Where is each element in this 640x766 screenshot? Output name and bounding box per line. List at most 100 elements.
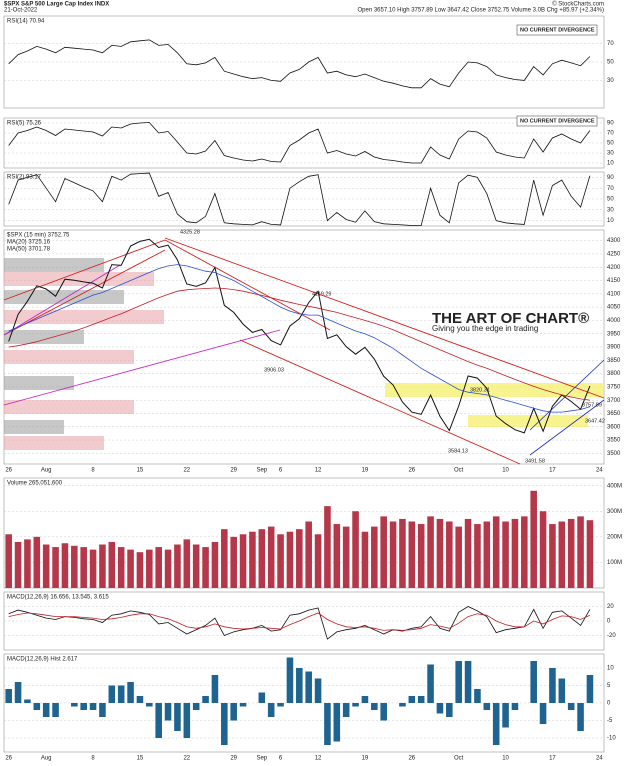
volume-profile-bar — [4, 272, 154, 286]
y-tick-label: 70 — [607, 131, 614, 137]
bar — [492, 703, 500, 745]
bar — [42, 703, 50, 717]
x-tick-label: 8 — [91, 468, 95, 474]
volume-profile-bar — [4, 350, 134, 364]
bar — [174, 703, 181, 731]
bar — [352, 703, 359, 707]
series-line — [8, 172, 591, 226]
bar — [296, 529, 303, 588]
series-line — [8, 39, 591, 89]
bar — [324, 506, 331, 588]
bar — [417, 696, 425, 703]
header-title: $SPX S&P 500 Large Cap Index INDX — [4, 2, 109, 8]
bar — [567, 518, 575, 588]
bar — [192, 544, 200, 588]
header-quote: Open 3657.10 High 3757.89 Low 3647.42 Cl… — [357, 8, 604, 14]
bar — [558, 678, 566, 703]
annotation: 3757.89 — [582, 402, 602, 408]
bar — [577, 703, 584, 731]
bar — [108, 685, 116, 703]
y-tick-label: 3650 — [607, 411, 621, 417]
bar — [71, 545, 78, 588]
bar — [5, 534, 12, 588]
volume-profile-bar — [4, 436, 104, 450]
y-tick-label: 3800 — [607, 371, 621, 377]
trend-line — [164, 239, 331, 331]
series-line — [8, 287, 590, 401]
volume-profile-bar — [4, 376, 74, 390]
x-tick-label: 22 — [183, 468, 190, 474]
bar — [305, 521, 312, 588]
annotation: 4119.29 — [312, 291, 331, 297]
annotation: 3584.13 — [448, 448, 468, 454]
y-tick-label: 30 — [607, 151, 614, 157]
series-line — [8, 612, 591, 631]
trend-line — [239, 339, 521, 465]
y-tick-label: 400M — [607, 483, 622, 489]
bar — [239, 534, 247, 588]
bar — [539, 703, 547, 724]
bar — [296, 668, 303, 703]
x-tick-label: Oct — [454, 756, 464, 762]
series-line — [8, 264, 591, 413]
bar — [333, 703, 341, 742]
volume-profile-bar — [4, 420, 64, 434]
annotation: NO CURRENT DIVERGENCE — [520, 118, 595, 124]
bar — [14, 541, 22, 588]
bar — [202, 696, 209, 703]
annotation: Giving you the edge in trading — [432, 324, 538, 333]
y-tick-label: 0 — [607, 619, 611, 625]
x-tick-label: 17 — [549, 468, 556, 474]
bar — [52, 703, 59, 717]
volume-profile-bar — [4, 330, 84, 344]
volume-profile-bar — [4, 400, 134, 414]
y-tick-label: 4100 — [607, 291, 621, 297]
y-tick-label: 50 — [607, 60, 614, 66]
bar — [483, 703, 491, 710]
bar — [427, 516, 434, 588]
panel-title: MACD(12,26,9) Hist 2.617 — [7, 657, 78, 663]
bar — [42, 544, 50, 588]
bar — [155, 547, 162, 588]
x-tick-label: 17 — [549, 756, 556, 762]
header-date: 21-Oct-2022 — [4, 8, 38, 14]
annotation-box — [516, 115, 598, 127]
y-tick-label: 5 — [607, 683, 611, 689]
bar — [436, 703, 444, 714]
bar — [258, 692, 266, 703]
legend-entry: MA(50) 3701.78 — [7, 247, 51, 253]
bar — [567, 703, 575, 710]
annotation-box — [516, 24, 598, 36]
y-tick-label: 50 — [607, 197, 614, 203]
x-tick-label: 15 — [137, 468, 144, 474]
bar — [314, 534, 322, 588]
bar — [33, 536, 41, 588]
y-tick-label: 70 — [607, 41, 614, 47]
bar — [183, 539, 191, 588]
bar — [221, 703, 228, 745]
y-tick-label: 3600 — [607, 424, 621, 430]
bar — [352, 511, 359, 588]
legend-entry: MA(20) 3725.16 — [7, 240, 51, 246]
bar — [117, 685, 125, 703]
y-tick-label: -5 — [607, 718, 613, 724]
bar — [436, 518, 444, 588]
panel-title: RSI(14) 70.94 — [7, 19, 45, 25]
bar — [361, 531, 369, 588]
bar — [89, 703, 97, 710]
bar — [136, 696, 144, 703]
x-tick-label: 19 — [362, 756, 369, 762]
y-tick-label: 4050 — [607, 305, 621, 311]
panel-title: RSI(2) 93.17 — [7, 175, 42, 181]
x-tick-label: 12 — [315, 468, 322, 474]
y-tick-label: 50 — [607, 141, 614, 147]
annotation: 3647.42 — [585, 418, 605, 424]
bar — [211, 541, 219, 588]
bar — [521, 516, 528, 588]
y-tick-label: 10 — [607, 161, 614, 167]
bar — [136, 552, 144, 588]
bar — [89, 549, 97, 588]
y-tick-label: 4250 — [607, 252, 621, 258]
bar — [389, 521, 397, 588]
